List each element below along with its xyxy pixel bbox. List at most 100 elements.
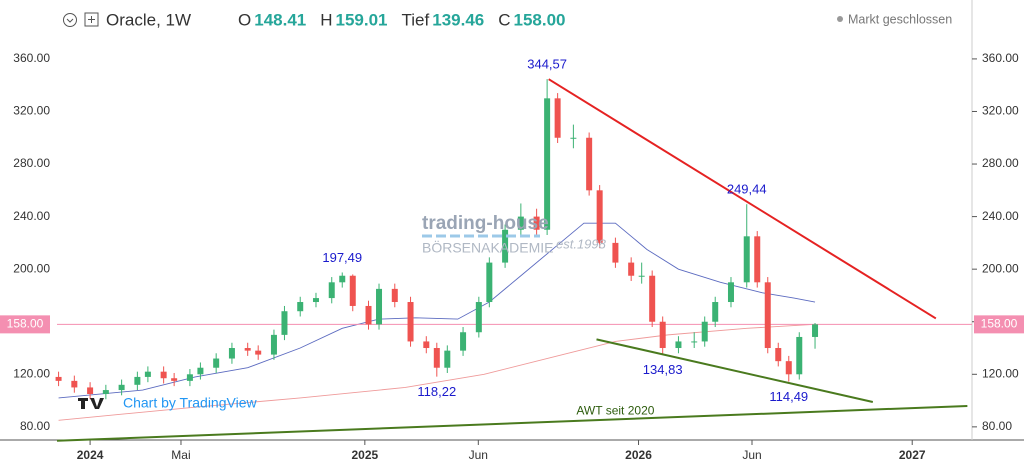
candle-body <box>349 275 356 306</box>
candle-body <box>554 98 561 138</box>
candle-body <box>659 321 666 349</box>
candle-body <box>727 282 734 303</box>
candle-body <box>102 390 109 395</box>
candle-body <box>775 348 782 362</box>
status-dot <box>837 16 843 22</box>
collapse-arrow <box>66 18 74 23</box>
candle-body <box>213 358 220 368</box>
candle-body <box>197 367 204 375</box>
candle-body <box>281 311 288 335</box>
candle-body <box>586 137 593 191</box>
awt-label: AWT seit 2020 <box>576 403 654 417</box>
x-tick-label: Jun <box>469 448 488 462</box>
ohlc-value: 158.00 <box>514 10 566 29</box>
candle-body <box>612 242 619 263</box>
candle-body <box>649 275 656 322</box>
tradingview-logo <box>78 398 104 409</box>
candle-body <box>796 336 803 375</box>
y-tick-label-right: 360.00 <box>982 51 1019 65</box>
last-price-box <box>0 315 50 334</box>
candle-body <box>544 98 551 230</box>
ohlc-label: C <box>498 10 510 29</box>
y-tick-label-right: 320.00 <box>982 104 1019 118</box>
x-tick-label: 2024 <box>77 448 104 462</box>
candle-body <box>134 376 141 385</box>
candle-body <box>339 275 346 283</box>
candle-body <box>444 350 451 368</box>
candle-body <box>785 361 792 375</box>
price-annotation: 344,57 <box>527 57 567 72</box>
watermark-est: est.1998 <box>556 236 607 251</box>
candle-body <box>270 334 277 355</box>
candle-body <box>433 348 440 368</box>
candle-body <box>596 190 603 243</box>
candle-body <box>297 302 304 312</box>
last-price-label: 158.00 <box>981 317 1018 331</box>
x-tick-label: Jun <box>742 448 761 462</box>
candle-body <box>244 348 251 351</box>
compare-plus <box>88 16 95 23</box>
candle-body <box>407 302 414 342</box>
price-annotation: 249,44 <box>727 182 767 197</box>
candle-body <box>376 288 383 325</box>
y-tick-label-right: 80.00 <box>982 419 1012 433</box>
candle-body <box>55 376 62 381</box>
candle-body <box>186 374 193 381</box>
trend-line <box>548 78 937 320</box>
candle-body <box>570 137 577 139</box>
y-tick-label-right: 240.00 <box>982 209 1019 223</box>
price-annotation: 114,49 <box>769 389 808 404</box>
y-tick-label-left: 240.00 <box>13 209 50 223</box>
candle-body <box>691 341 698 343</box>
ohlc-value: 159.01 <box>336 10 388 29</box>
last-price-label: 158.00 <box>7 317 44 331</box>
watermark-brand: trading-house <box>422 213 549 234</box>
candle-body <box>328 282 335 299</box>
y-tick-label-left: 280.00 <box>13 156 50 170</box>
candle-body <box>118 384 125 391</box>
price-annotation: 118,22 <box>417 384 456 399</box>
compare-icon[interactable] <box>84 12 99 27</box>
candle-body <box>144 371 151 377</box>
candle-body <box>712 302 719 322</box>
ohlc-value: 148.41 <box>254 10 306 29</box>
candle-body <box>517 216 524 230</box>
candle-body <box>228 348 235 359</box>
candle-body <box>365 305 372 325</box>
x-tick-label: 2027 <box>899 448 926 462</box>
moving-average <box>58 222 816 399</box>
symbol: Oracle, 1W <box>106 10 191 29</box>
collapse-icon[interactable] <box>63 13 77 27</box>
candle-body <box>460 332 467 351</box>
candle-body <box>171 378 178 381</box>
ohlc-label: O <box>238 10 251 29</box>
candle-body <box>675 341 682 349</box>
watermark-academy: BÖRSENAKADEMIE <box>422 239 553 256</box>
ohlc-value: 139.46 <box>432 10 484 29</box>
candle-body <box>743 236 750 283</box>
candle-body <box>638 275 645 277</box>
candle-body <box>475 302 482 333</box>
candle-body <box>701 321 708 342</box>
candle-body <box>754 236 761 283</box>
y-tick-label-right: 280.00 <box>982 156 1019 170</box>
candle-body <box>391 288 398 303</box>
candle-body <box>812 324 819 337</box>
y-tick-label-left: 80.00 <box>20 419 50 433</box>
price-annotation: 197,49 <box>322 250 362 265</box>
y-tick-label-right: 200.00 <box>982 261 1019 275</box>
y-tick-label-left: 120.00 <box>13 366 50 380</box>
last-price-box <box>974 315 1024 334</box>
market-status: Markt geschlossen <box>848 12 952 26</box>
x-tick-label: Mai <box>171 448 190 462</box>
ohlc-header: O 148.41 H 159.01 Tief 139.46 C 158.00 <box>238 10 566 29</box>
candle-body <box>160 371 167 379</box>
trend-line <box>56 404 968 442</box>
y-tick-label-right: 120.00 <box>982 366 1019 380</box>
ohlc-label: H <box>320 10 332 29</box>
candle-body <box>255 350 262 355</box>
